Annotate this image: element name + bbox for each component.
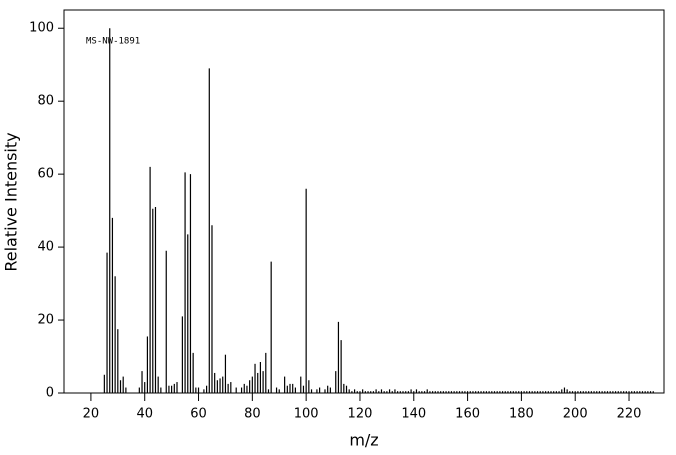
x-tick-label: 20 (83, 407, 100, 422)
x-tick-label: 180 (509, 407, 534, 422)
x-tick-label: 140 (401, 407, 426, 422)
plot-frame (63, 9, 665, 394)
y-tick-label: 40 (37, 240, 54, 255)
y-tick-label: 100 (29, 21, 54, 36)
x-tick-label: 60 (190, 407, 207, 422)
x-tick-label: 40 (136, 407, 153, 422)
y-axis-label: Relative Intensity (2, 132, 21, 271)
annotation: MS-NW-1891 (86, 37, 140, 47)
x-tick-label: 100 (294, 407, 319, 422)
x-tick-label: 80 (244, 407, 261, 422)
y-tick-label: 80 (37, 94, 54, 109)
x-tick-label: 200 (563, 407, 588, 422)
y-tick-label: 60 (37, 167, 54, 182)
y-tick-label: 0 (46, 386, 54, 401)
x-tick-label: 160 (455, 407, 480, 422)
x-tick-label: 120 (348, 407, 373, 422)
x-tick-label: 220 (617, 407, 642, 422)
y-tick-label: 20 (37, 313, 54, 328)
x-axis-label: m/z (349, 431, 378, 450)
